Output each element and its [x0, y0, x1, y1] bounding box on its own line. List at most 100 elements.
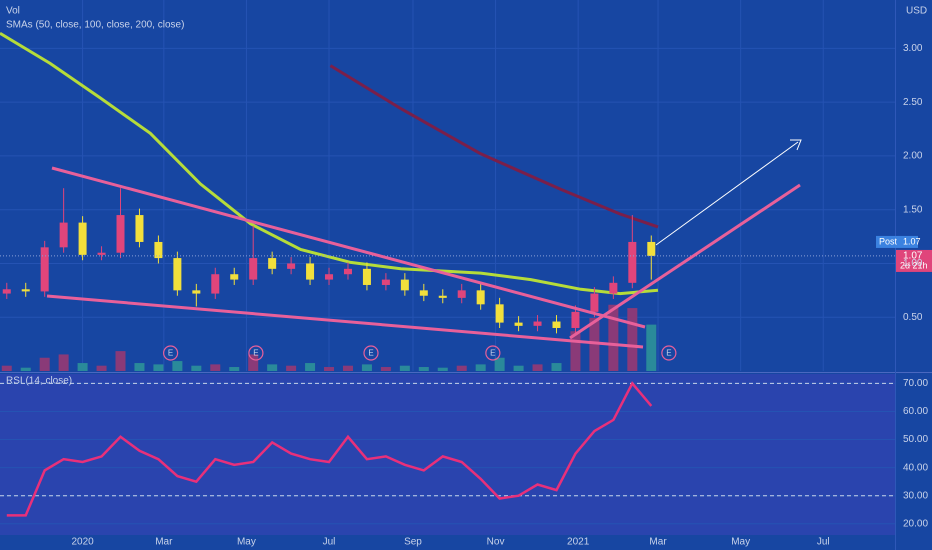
candle-body — [419, 290, 428, 296]
volume-bar — [324, 367, 335, 371]
x-tick-label: Jul — [817, 537, 830, 548]
volume-label: Vol — [6, 6, 20, 17]
candle-body — [97, 252, 106, 255]
trend-line — [46, 294, 644, 349]
y-tick-label: 0.50 — [903, 312, 923, 323]
volume-bar — [437, 367, 448, 371]
x-tick-label: 2021 — [567, 537, 590, 548]
labels: 0.50 1.00 1.50 2.00 2.50 3.00 2020 Mar May Jul Sep… — [71, 43, 928, 548]
volume-bar — [305, 363, 316, 371]
event-label: E — [666, 349, 671, 358]
x-tick-label: Jul — [323, 537, 336, 548]
volume-bar — [229, 367, 240, 371]
volume-bar — [267, 364, 278, 371]
volume-bar — [399, 365, 410, 371]
candle-body — [495, 304, 504, 323]
volume-bar — [380, 367, 391, 371]
volume-bar — [77, 363, 88, 371]
x-tick-label: Mar — [155, 537, 173, 548]
grid — [0, 0, 895, 525]
y-tick-label: 1.00 — [903, 258, 923, 269]
candle-body — [343, 268, 352, 275]
candle-body — [268, 258, 277, 269]
y-tick-label: 1.50 — [903, 204, 923, 215]
y-tick-label: 60.00 — [903, 406, 928, 417]
x-tick-label: 2020 — [71, 537, 94, 548]
rsi-title: RSI (14, close) — [6, 376, 72, 387]
post-price: 1.07 — [903, 236, 921, 246]
volume-bar — [418, 367, 429, 371]
candle-body — [230, 274, 239, 280]
candle-body — [173, 258, 182, 291]
volume-bar — [58, 354, 69, 371]
volume-bar — [39, 357, 50, 371]
y-tick-label: 2.50 — [903, 97, 923, 108]
event-label: E — [368, 349, 373, 358]
candle-body — [2, 289, 11, 294]
rsi-line — [6, 381, 653, 517]
x-tick-label: May — [237, 537, 256, 548]
candle-body — [647, 241, 656, 256]
volume-bar — [286, 365, 297, 371]
candle-body — [211, 274, 220, 294]
event-label: E — [490, 349, 495, 358]
volume-bar — [551, 363, 562, 371]
candle-body — [438, 295, 447, 298]
candle-body — [249, 258, 258, 280]
sma-line — [0, 32, 659, 296]
y-tick-label: 3.00 — [903, 43, 923, 54]
event-marker — [163, 345, 179, 361]
x-tick-label: Sep — [404, 537, 422, 548]
candle-body — [21, 289, 30, 292]
candle-body — [457, 290, 466, 298]
volume-bar — [608, 304, 619, 371]
price-label: 1.07 — [903, 251, 923, 262]
candle-body — [192, 290, 201, 294]
candle-body — [154, 241, 163, 259]
volume-bar — [589, 318, 600, 371]
candle-body — [135, 215, 144, 242]
trend-line — [51, 166, 646, 329]
candle-body — [533, 321, 542, 326]
candle-body — [400, 279, 409, 291]
event-label: E — [168, 349, 173, 358]
arrow-line — [655, 141, 799, 246]
y-tick-label: 40.00 — [903, 462, 928, 473]
candle-body — [514, 322, 523, 326]
volume-bar — [172, 361, 183, 371]
x-tick-label: Mar — [649, 537, 667, 548]
candle-body — [287, 263, 296, 269]
volume-bar — [191, 365, 202, 371]
event-marker — [485, 345, 501, 361]
volume-bar — [532, 364, 543, 371]
volume-bar — [96, 365, 107, 371]
post-label: Post — [879, 236, 898, 246]
candle-body — [571, 311, 580, 328]
trend-line — [569, 183, 801, 340]
candle-body — [476, 290, 485, 305]
candle-body — [306, 263, 315, 280]
volume-bar — [210, 364, 221, 371]
volume-bar — [570, 331, 581, 371]
x-tick-label: May — [731, 537, 750, 548]
currency: USD — [906, 6, 927, 17]
event-label: E — [253, 349, 258, 358]
candle-body — [116, 215, 125, 253]
volume-bar — [153, 364, 164, 371]
candle-body — [325, 274, 334, 280]
volume-bar — [342, 365, 353, 371]
arrow-head — [790, 139, 802, 151]
rsi-panel — [0, 374, 895, 535]
drawings — [46, 139, 802, 349]
event-marker — [363, 345, 379, 361]
volume-bar — [627, 308, 638, 371]
candle-body — [78, 222, 87, 255]
volume-bar — [456, 365, 467, 371]
volume-bar — [361, 364, 372, 371]
volume-bar — [248, 354, 259, 371]
y-tick-label: 50.00 — [903, 434, 928, 445]
candle-body — [362, 268, 371, 285]
event-marker — [661, 345, 677, 361]
volume-bar — [115, 351, 126, 371]
